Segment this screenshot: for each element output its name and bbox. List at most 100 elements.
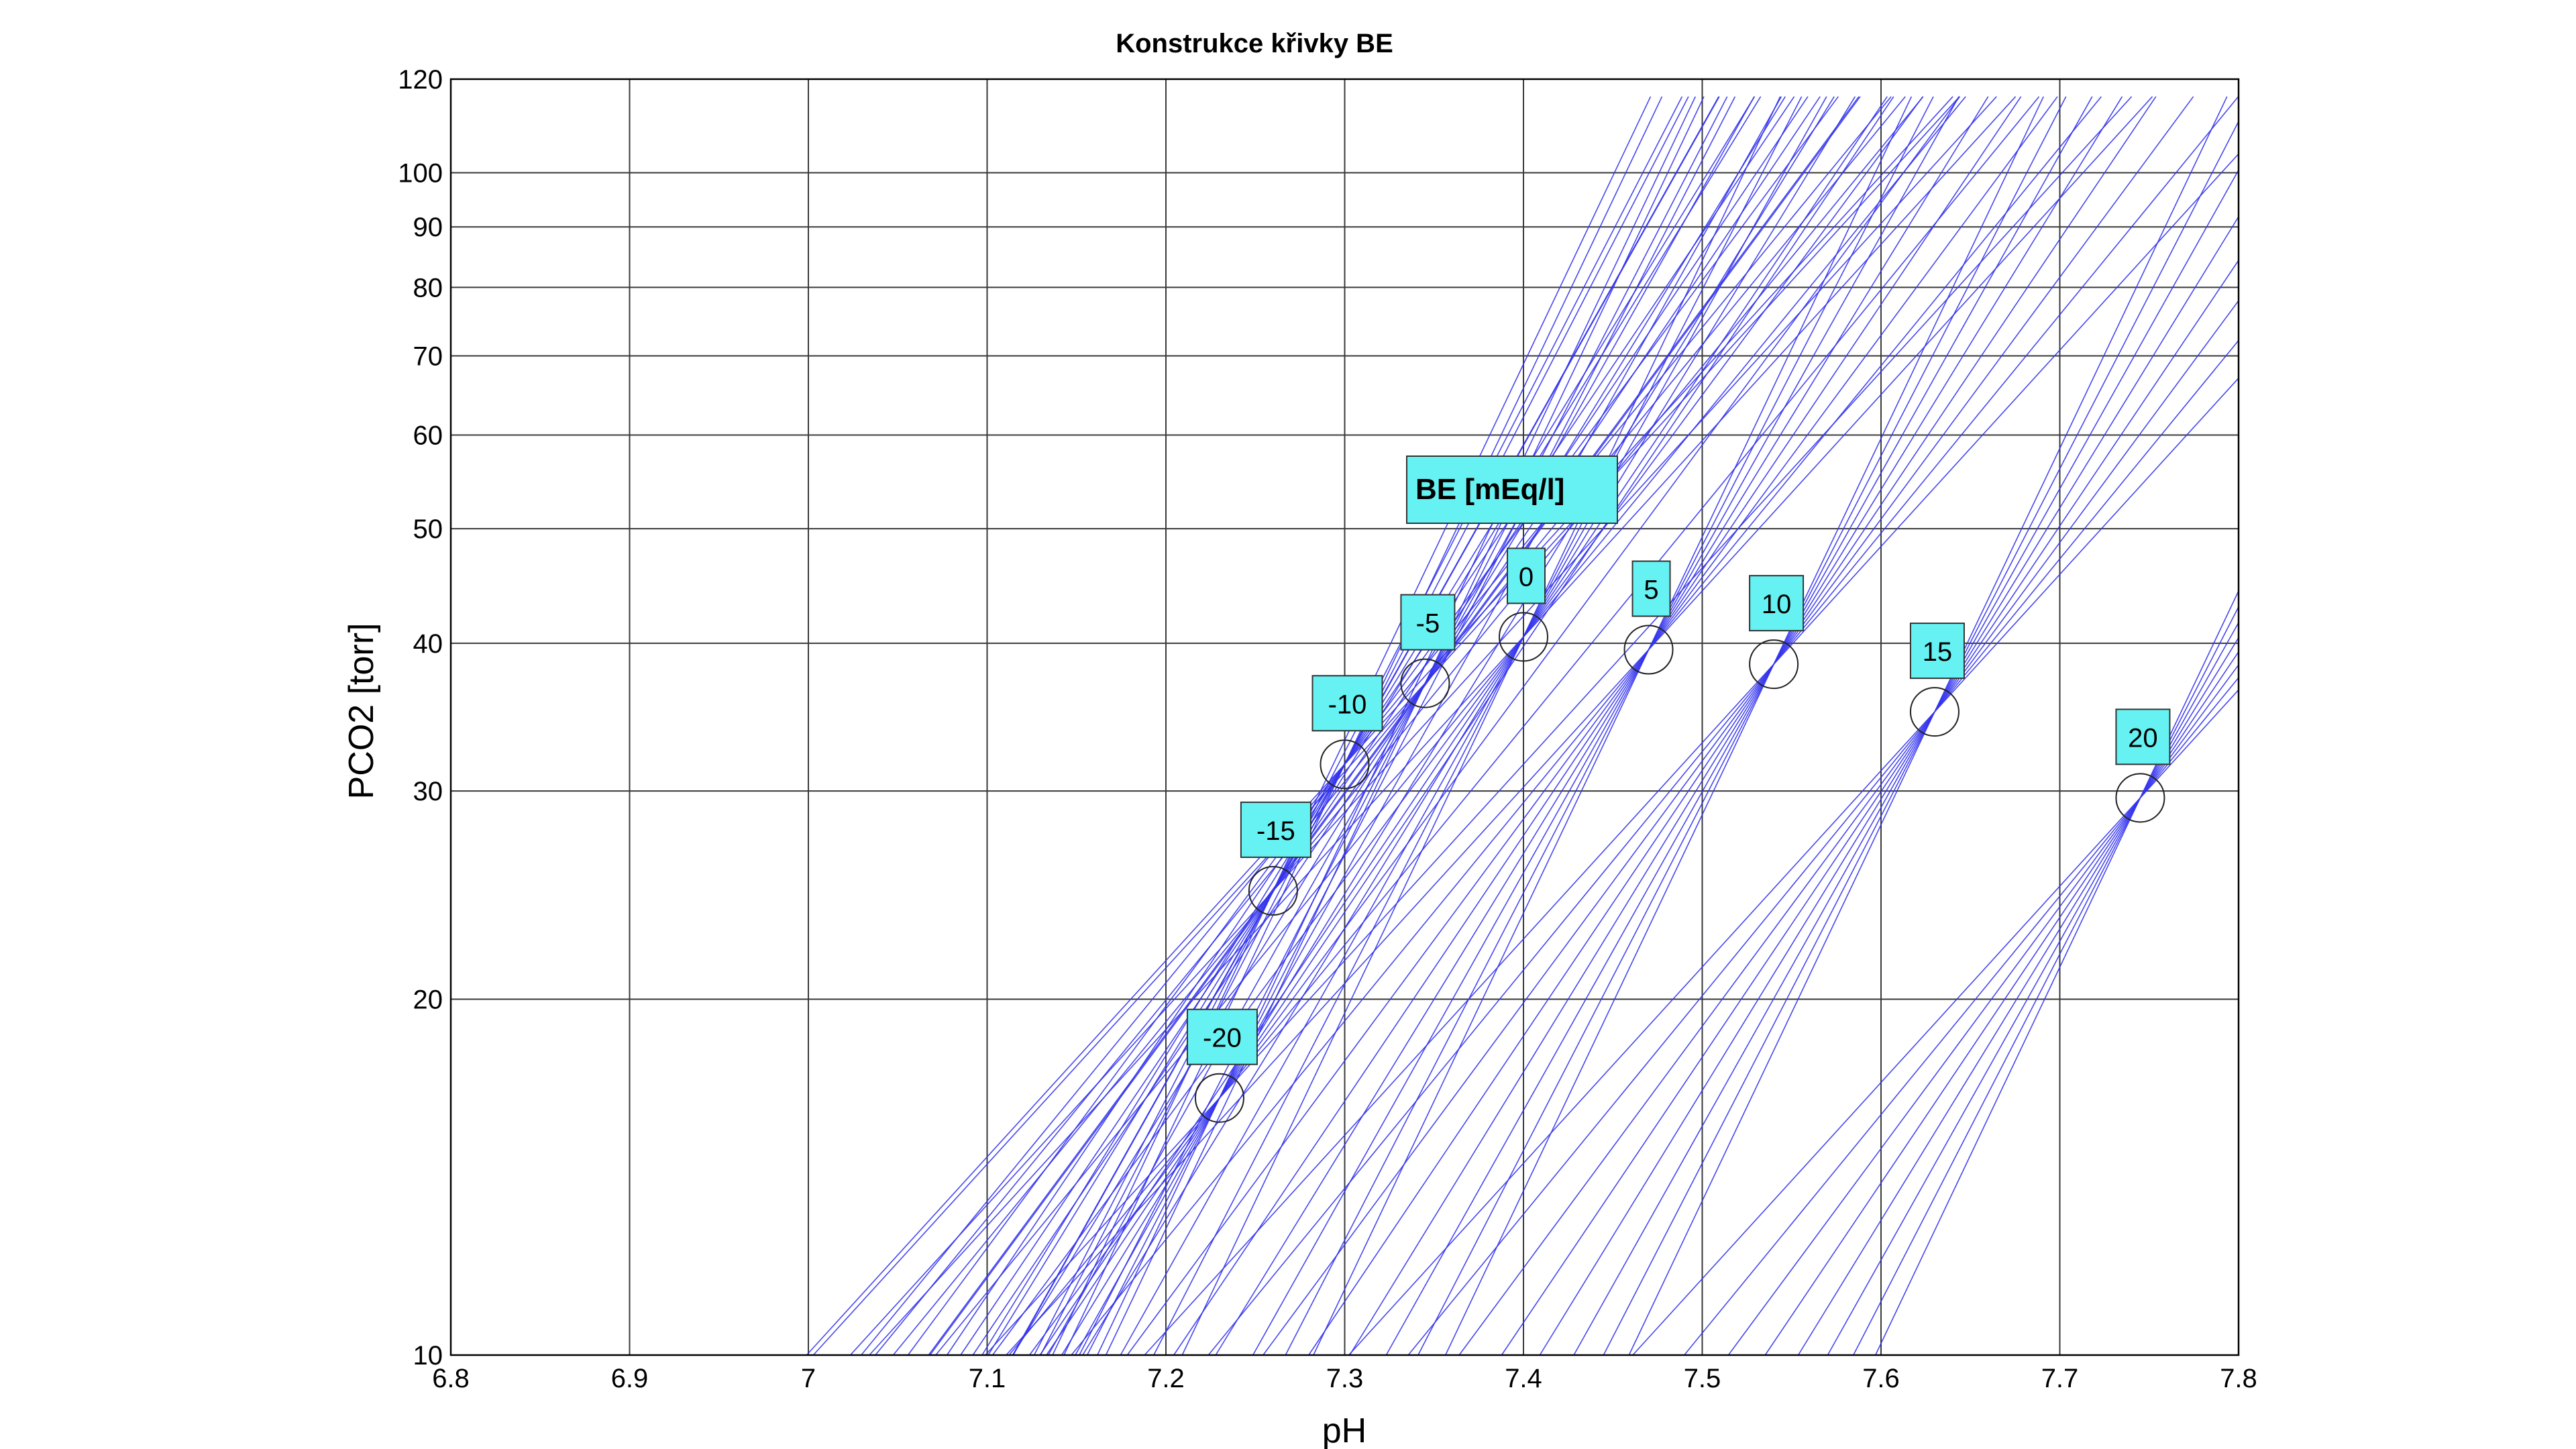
buffer-line: [1385, 96, 2093, 1356]
buffer-line: [1071, 96, 2102, 1356]
buffer-line: [1105, 96, 1705, 1356]
buffer-line: [1285, 96, 1934, 1356]
buffer-line: [1120, 96, 1827, 1356]
be-point-marker: [1320, 739, 1370, 790]
be-point-marker: [2115, 773, 2165, 823]
buffer-line: [960, 96, 1809, 1356]
buffer-line: [892, 96, 1924, 1356]
buffer-line: [1632, 689, 2239, 1356]
buffer-line: [1348, 378, 2239, 1356]
x-tick-label: 7.2: [1147, 1364, 1185, 1393]
buffer-line: [935, 96, 1966, 1356]
be-label-box: [1240, 801, 1311, 858]
axis-ticks: 6.8 6.9 7 7.1 7.2 7.3 7.4 7.5 7.6 7.7 7.8 10 20 30 40 5…: [398, 65, 2257, 1393]
buffer-line: [1501, 260, 2239, 1356]
x-tick-label: 7.7: [2041, 1364, 2079, 1393]
buffer-line: [1215, 96, 1989, 1356]
y-tick-label: 40: [413, 629, 443, 659]
buffer-line: [1006, 96, 2153, 1356]
buffer-line: [1075, 96, 1782, 1356]
be-label-box: [1909, 623, 1965, 680]
be-label: -5: [1416, 609, 1440, 639]
buffer-line: [869, 96, 2017, 1356]
buffer-line: [1308, 96, 2157, 1356]
be-label-box: [1507, 547, 1546, 604]
y-tick-label: 70: [413, 342, 443, 372]
buffer-line: [1444, 96, 2044, 1356]
be-label-box: [1311, 675, 1383, 732]
legend-box: BE [mEq/l]: [1406, 455, 1618, 524]
be-label: 10: [1762, 590, 1792, 619]
y-tick-label: 60: [413, 421, 443, 451]
x-tick-label: 7.8: [2220, 1364, 2257, 1393]
x-tick-label: 7: [801, 1364, 816, 1393]
y-tick-label: 10: [413, 1341, 443, 1371]
buffer-line: [972, 96, 1821, 1356]
x-tick-label: 6.9: [611, 1364, 649, 1393]
buffer-line: [1603, 121, 2239, 1356]
buffer-line: [1764, 651, 2239, 1356]
buffer-line: [1407, 340, 2239, 1356]
be-label: -20: [1203, 1024, 1242, 1053]
buffer-line: [1458, 300, 2239, 1356]
buffer-line: [991, 96, 1924, 1356]
buffer-line: [1417, 96, 2067, 1356]
buffer-line: [1252, 96, 1960, 1356]
be-label-box: [1749, 575, 1805, 632]
buffer-line: [1173, 96, 2022, 1356]
buffer-line: [1349, 96, 2123, 1356]
chart-title: Konstrukce křivky BE: [1116, 29, 1393, 58]
be-point-marker: [1623, 625, 1674, 675]
legend-label: BE [mEq/l]: [1415, 473, 1564, 506]
buffer-line: [1208, 96, 2239, 1356]
buffer-line: [875, 96, 1906, 1356]
grid: [451, 79, 2239, 1355]
buffer-line: [928, 96, 1860, 1356]
be-point-marker: [1194, 1073, 1244, 1123]
buffer-line: [1573, 170, 2239, 1356]
buffer-line: [1874, 590, 2239, 1356]
buffer-line: [849, 96, 1997, 1356]
y-axis-label: PCO2 [torr]: [342, 623, 381, 800]
buffer-line: [1028, 96, 1961, 1356]
x-tick-label: 7.6: [1862, 1364, 1900, 1393]
y-tick-label: 30: [413, 777, 443, 806]
y-tick-label: 90: [413, 213, 443, 242]
be-point-marker: [1909, 687, 1960, 737]
plot-frame: [449, 78, 2240, 1356]
x-tick-label: 7.3: [1326, 1364, 1364, 1393]
buffer-line: [1853, 606, 2239, 1356]
buffer-line: [1039, 96, 1888, 1356]
buffer-line: [985, 96, 2133, 1356]
be-point-marker: [1749, 639, 1799, 690]
buffer-line: [1082, 96, 1856, 1356]
be-point-marker: [1248, 865, 1298, 916]
buffer-line: [929, 96, 1861, 1356]
be-label-box: [2115, 708, 2171, 765]
y-tick-label: 120: [398, 65, 443, 95]
be-label-box: [1400, 594, 1456, 651]
buffer-line: [1263, 96, 2194, 1356]
x-tick-label: 7.4: [1505, 1364, 1542, 1393]
x-axis-label: pH: [1322, 1411, 1366, 1449]
buffer-line: [1047, 96, 1755, 1356]
buffer-line: [1012, 96, 1786, 1356]
be-label: 15: [1923, 637, 1953, 667]
buffer-line: [1727, 664, 2239, 1356]
x-tick-label: 6.8: [432, 1364, 470, 1393]
buffer-line: [1313, 96, 1913, 1356]
y-tick-label: 100: [398, 159, 443, 189]
be-label: 5: [1644, 576, 1658, 605]
be-markers: -20 -15 -10 -5 0 5 10 15 20: [1186, 547, 2171, 1123]
buffer-line: [1153, 96, 1803, 1356]
be-point-marker: [1499, 612, 1548, 662]
y-tick-label: 20: [413, 985, 443, 1014]
be-label: 0: [1519, 562, 1534, 592]
buffer-line: [1144, 153, 2239, 1356]
x-tick-label: 7.1: [969, 1364, 1006, 1393]
buffer-line: [812, 96, 1960, 1356]
y-tick-label: 80: [413, 273, 443, 303]
be-label: 20: [2128, 723, 2158, 753]
